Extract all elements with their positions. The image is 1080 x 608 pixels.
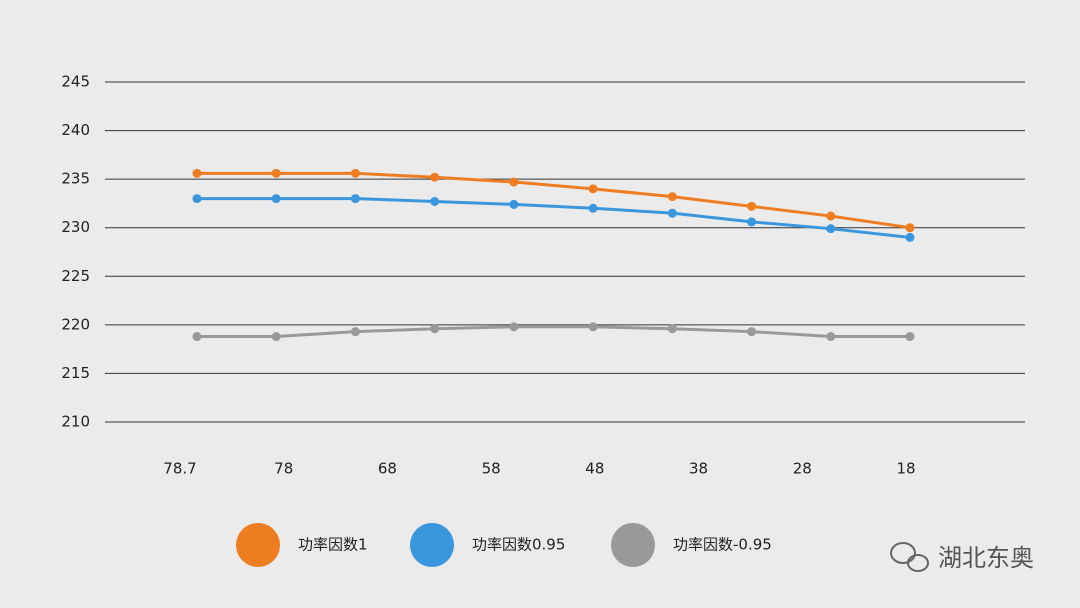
legend-swatch <box>410 523 454 567</box>
x-tick-label: 78 <box>274 460 293 478</box>
x-tick-label: 68 <box>378 460 397 478</box>
y-tick-label: 230 <box>61 218 90 236</box>
series-line <box>197 325 910 339</box>
point <box>667 192 677 202</box>
legend-label: 功率因数-0.95 <box>673 536 772 554</box>
x-tick-label: 78.7 <box>163 460 196 478</box>
point <box>350 168 360 178</box>
y-tick-label: 225 <box>61 267 90 285</box>
point <box>905 223 915 233</box>
point <box>747 217 757 227</box>
series-line <box>197 197 911 239</box>
y-tick-label: 235 <box>61 170 90 188</box>
point <box>588 322 598 332</box>
point <box>747 201 757 211</box>
x-tick-label: 58 <box>482 460 501 478</box>
y-tick-label: 240 <box>61 121 90 139</box>
point <box>271 194 281 204</box>
point <box>826 224 836 234</box>
point <box>905 332 915 342</box>
point <box>271 168 281 178</box>
point <box>509 177 519 187</box>
x-tick-label: 18 <box>896 460 915 478</box>
point <box>667 324 677 334</box>
point <box>588 184 598 194</box>
legend-label: 功率因数1 <box>298 536 368 554</box>
y-tick-label: 220 <box>61 315 90 333</box>
y-tick-label: 215 <box>61 364 90 382</box>
point <box>192 194 202 204</box>
legend-swatch <box>611 523 655 567</box>
legend-label: 功率因数0.95 <box>472 536 565 554</box>
y-tick-label: 245 <box>61 73 90 91</box>
point <box>430 172 440 182</box>
point <box>905 232 915 242</box>
y-tick-label: 210 <box>61 413 90 431</box>
point <box>192 332 202 342</box>
x-tick-label: 28 <box>793 460 812 478</box>
point <box>667 208 677 218</box>
watermark: 湖北东奥 <box>938 544 1034 572</box>
point <box>509 322 519 332</box>
point <box>509 199 519 209</box>
point <box>430 196 440 206</box>
point <box>192 168 202 178</box>
x-tick-label: 38 <box>689 460 708 478</box>
legend-swatch <box>236 523 280 567</box>
point <box>826 211 836 221</box>
point <box>588 203 598 213</box>
series-line <box>197 171 911 230</box>
point <box>350 194 360 204</box>
watermark-icon <box>890 542 929 572</box>
point <box>430 324 440 334</box>
point <box>350 327 360 337</box>
point <box>271 332 281 342</box>
point <box>826 332 836 342</box>
x-tick-label: 48 <box>585 460 604 478</box>
point <box>747 327 757 337</box>
